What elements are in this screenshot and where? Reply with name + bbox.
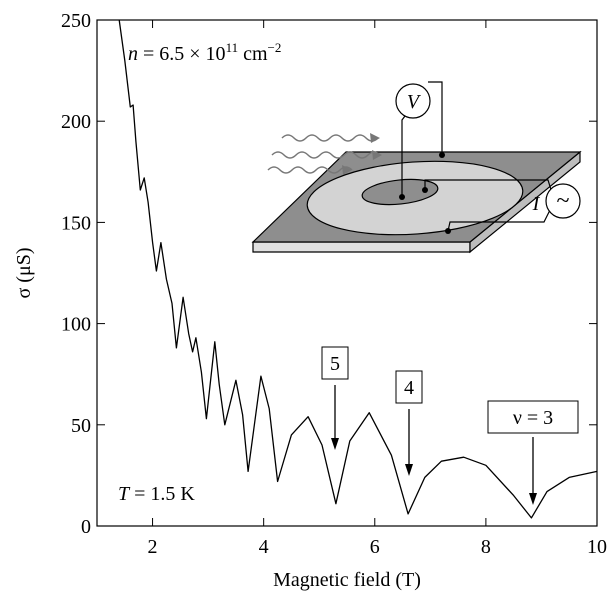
label-part: = 1.5 K <box>129 483 195 505</box>
arrow-head <box>405 464 413 476</box>
annotation-box <box>487 400 579 434</box>
y-tick-label: 50 <box>71 415 91 437</box>
label-part: cm <box>238 43 268 65</box>
annotation-label: ν = 3 <box>513 407 553 429</box>
annotation-box <box>321 346 349 380</box>
x-tick-label: 2 <box>148 536 158 558</box>
annotation-box <box>395 370 423 404</box>
arrow-head <box>529 493 537 505</box>
label-part: 11 <box>226 40 239 55</box>
y-tick-label: 250 <box>61 10 91 32</box>
inset-label: V <box>407 91 422 113</box>
plot-frame <box>96 19 598 527</box>
y-tick-label: 0 <box>81 516 91 538</box>
y-tick-label: 150 <box>61 212 91 234</box>
annotation-label: 4 <box>404 377 414 399</box>
label-part: = 6.5 × 10 <box>138 43 226 65</box>
label-part: T <box>118 483 131 505</box>
y-tick-label: 200 <box>61 111 91 133</box>
inset-label: I <box>532 193 541 215</box>
x-tick-label: 10 <box>587 536 607 558</box>
y-tick-label: 100 <box>61 314 91 336</box>
inset-label: ~ <box>557 188 570 214</box>
x-tick-label: 6 <box>370 536 380 558</box>
x-tick-label: 8 <box>481 536 491 558</box>
y-axis-label: σ (μS) <box>13 248 35 299</box>
arrow-head <box>331 438 339 450</box>
annotation-label: 5 <box>330 353 340 375</box>
data-line <box>118 19 598 519</box>
temperature-label: T = 1.5 K <box>118 483 195 505</box>
label-part: −2 <box>268 40 282 55</box>
label-part: n <box>128 43 138 65</box>
density-label: n = 6.5 × 1011 cm−2 <box>128 40 281 65</box>
x-tick-label: 4 <box>259 536 269 558</box>
x-axis-label: Magnetic field (T) <box>273 569 421 591</box>
inset-diagram <box>251 81 582 254</box>
